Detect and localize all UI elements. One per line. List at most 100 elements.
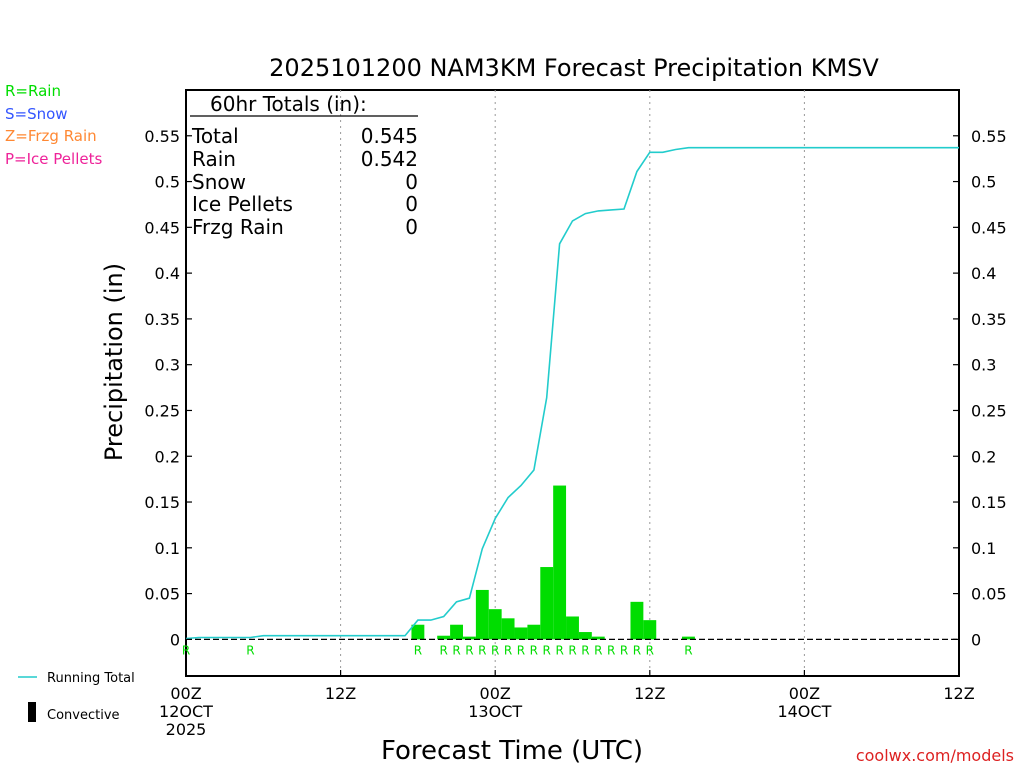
precip-bar [540, 567, 554, 640]
watermark: coolwx.com/models [856, 746, 1014, 765]
y-tick-label: 0.25 [144, 401, 180, 420]
ptype-marker: R [607, 643, 615, 657]
y-tick-label: 0.35 [144, 310, 180, 329]
legend-rain: R=Rain [5, 82, 61, 100]
y-tick-label: 0.05 [971, 585, 1007, 604]
totals-value: 0 [405, 215, 418, 239]
totals-label: Ice Pellets [192, 192, 293, 216]
convective-legend-swatch [28, 702, 36, 722]
y-tick-label: 0.15 [971, 493, 1007, 512]
x-tick-label: 12OCT [159, 702, 213, 721]
ptype-marker: R [620, 643, 628, 657]
y-tick-label: 0.55 [971, 127, 1007, 146]
plot-frame [185, 89, 960, 677]
y-tick-label: 0.1 [971, 539, 996, 558]
precip-bar [475, 589, 489, 640]
ptype-marker: R [594, 643, 602, 657]
y-tick-label: 0.4 [155, 264, 180, 283]
precip-bar [566, 616, 579, 640]
precip-bar [553, 485, 567, 640]
y-tick-label: 0.25 [971, 401, 1007, 420]
ptype-marker: R [517, 643, 525, 657]
ptype-marker: R [646, 643, 654, 657]
x-tick-label: 2025 [166, 720, 207, 739]
ptype-marker: R [465, 643, 473, 657]
ptype-marker: R [182, 643, 190, 657]
precip-bar [450, 624, 463, 640]
grid-lines [340, 90, 805, 676]
ptype-marker: R [543, 643, 551, 657]
legend-frzg-rain: Z=Frzg Rain [5, 127, 97, 145]
legend-snow: S=Snow [5, 105, 68, 123]
x-tick-label: 14OCT [777, 702, 831, 721]
y-tick-label: 0.05 [144, 585, 180, 604]
precip-bar [527, 624, 541, 640]
x-tick-label: 00Z [170, 684, 201, 703]
y-axis-label: Precipitation (in) [100, 263, 128, 461]
y-axis-right: 0 0.05 0.1 0.15 0.2 0.25 0.3 0.35 0.4 0.45 0.5 0.55 [953, 127, 1007, 649]
precip-bar [501, 618, 515, 640]
ptype-marker: R [504, 643, 512, 657]
ptype-marker: R [246, 643, 254, 657]
totals-box: 60hr Totals (in): Total 0.545 Rain 0.542… [190, 92, 418, 239]
x-tick-label: 12Z [943, 684, 974, 703]
precip-bar [514, 627, 528, 640]
totals-value: 0.545 [361, 124, 418, 148]
totals-label: Rain [192, 147, 236, 171]
totals-label: Snow [192, 170, 246, 194]
precip-bar [591, 636, 605, 640]
x-tick-label: 00Z [789, 684, 820, 703]
y-tick-label: 0.2 [971, 447, 996, 466]
y-tick-label: 0.45 [144, 218, 180, 237]
x-axis-label: Forecast Time (UTC) [381, 736, 643, 766]
legend-ice-pellets: P=Ice Pellets [5, 150, 102, 168]
y-tick-label: 0.1 [155, 539, 180, 558]
y-tick-label: 0 [971, 630, 981, 649]
ptype-marker: R [581, 643, 589, 657]
chart-title: 2025101200 NAM3KM Forecast Precipitation… [269, 54, 879, 82]
ptype-marker: R [452, 643, 460, 657]
y-axis-left: 0 0.05 0.1 0.15 0.2 0.25 0.3 0.35 0.4 0.45 0.5 0.55 [144, 127, 192, 649]
ptype-marker: R [568, 643, 576, 657]
precip-bar [682, 636, 695, 640]
bar-series [411, 485, 695, 640]
y-tick-label: 0.35 [971, 310, 1007, 329]
ptype-marker: R [633, 643, 641, 657]
ptype-marker: R [414, 643, 422, 657]
y-tick-label: 0.4 [971, 264, 996, 283]
ptype-marker: R [530, 643, 538, 657]
totals-label: Frzg Rain [192, 215, 284, 239]
y-tick-label: 0.45 [971, 218, 1007, 237]
totals-label: Total [191, 124, 239, 148]
y-tick-label: 0.2 [155, 447, 180, 466]
precip-bar [643, 620, 657, 640]
ptype-marker: R [491, 643, 499, 657]
precip-bar [462, 636, 476, 640]
legend-running-total: Running Total [47, 671, 135, 686]
precip-bar [411, 624, 425, 640]
totals-value: 0.542 [361, 147, 418, 171]
y-tick-label: 0 [170, 630, 180, 649]
totals-value: 0 [405, 192, 418, 216]
totals-heading: 60hr Totals (in): [210, 92, 367, 116]
totals-value: 0 [405, 170, 418, 194]
y-tick-label: 0.3 [971, 356, 996, 375]
x-tick-label: 00Z [480, 684, 511, 703]
ptype-marker: R [555, 643, 563, 657]
y-tick-label: 0.3 [155, 356, 180, 375]
y-tick-label: 0.5 [155, 173, 180, 192]
precip-bar [488, 609, 502, 640]
legend-convective: Convective [47, 708, 120, 723]
running-total-line [185, 146, 959, 640]
x-tick-label: 12Z [634, 684, 665, 703]
ptype-marker: R [478, 643, 486, 657]
precip-bar [437, 635, 451, 640]
y-tick-label: 0.15 [144, 493, 180, 512]
x-tick-label: 13OCT [468, 702, 522, 721]
y-tick-label: 0.5 [971, 173, 996, 192]
x-tick-label: 12Z [325, 684, 356, 703]
precip-bar [578, 632, 592, 640]
